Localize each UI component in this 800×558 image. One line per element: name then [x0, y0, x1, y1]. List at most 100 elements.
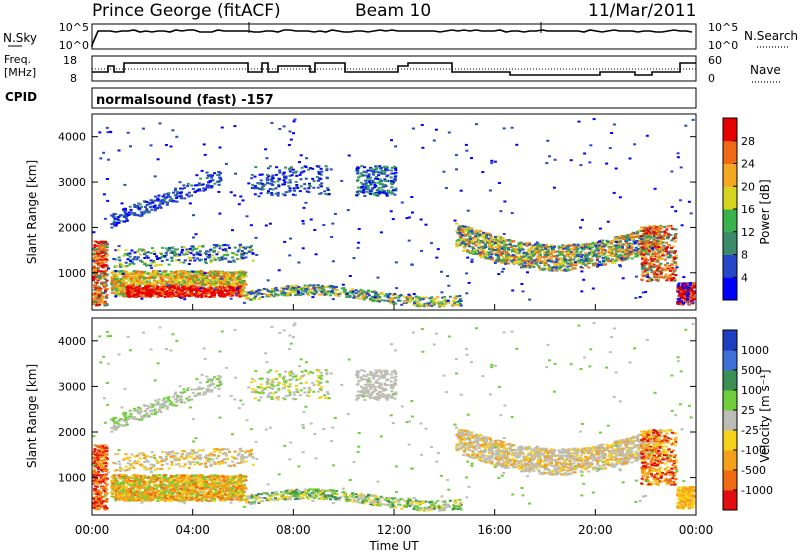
echo-point: [415, 298, 418, 300]
echo-point: [491, 249, 494, 251]
echo-point: [326, 177, 329, 179]
echo-point: [367, 188, 370, 190]
echo-point: [128, 295, 131, 297]
echo-point: [174, 281, 177, 283]
echo-point: [550, 258, 553, 260]
echo-point: [271, 288, 274, 290]
echo-point: [628, 239, 631, 241]
echo-point: [668, 245, 671, 247]
echo-point: [498, 259, 501, 261]
echo-point: [219, 295, 222, 297]
echo-point: [94, 269, 97, 271]
echo-point: [321, 291, 324, 293]
echo-point: [218, 177, 221, 179]
echo-point: [145, 277, 148, 279]
echo-point: [535, 262, 538, 264]
echo-point: [371, 188, 374, 190]
echo-point: [92, 298, 95, 300]
echo-point: [299, 174, 302, 176]
echo-point: [553, 250, 556, 252]
echo-point: [601, 253, 604, 255]
echo-point: [518, 242, 521, 244]
echo-point: [139, 271, 142, 273]
echo-point: [187, 183, 190, 185]
echo-point: [490, 259, 493, 261]
echo-point: [120, 270, 123, 272]
echo-point: [635, 247, 638, 249]
station-title: Prince George (fitACF): [92, 1, 281, 21]
echo-point: [133, 212, 136, 214]
echo-point: [357, 298, 360, 300]
echo-point: [646, 243, 649, 245]
echo-point: [611, 262, 614, 264]
echo-point: [288, 168, 291, 170]
echo-point: [125, 249, 128, 251]
echo-point: [145, 293, 148, 295]
echo-point: [98, 304, 101, 306]
echo-point: [624, 251, 627, 253]
echo-point: [476, 233, 479, 235]
echo-point: [231, 252, 234, 254]
echo-point: [340, 292, 343, 294]
echo-point: [148, 292, 151, 294]
echo-point: [615, 254, 618, 256]
echo-point: [151, 285, 154, 287]
freq-right-tick-top: 60: [708, 54, 722, 67]
echo-point: [167, 194, 170, 196]
echo-point: [217, 257, 220, 259]
echo-point: [673, 280, 676, 282]
echo-point: [577, 244, 580, 246]
echo-point: [460, 305, 463, 307]
echo-point: [507, 247, 510, 249]
echo-point: [360, 165, 363, 167]
echo-point: [386, 296, 389, 298]
echo-point: [471, 247, 474, 249]
echo-point: [97, 294, 100, 296]
echo-point: [227, 244, 230, 246]
echo-point: [360, 186, 363, 188]
echo-point: [139, 277, 142, 279]
echo-point: [560, 263, 563, 265]
echo-point: [641, 268, 644, 270]
echo-point: [444, 303, 447, 305]
echo-point: [100, 283, 103, 285]
echo-point: [278, 170, 281, 172]
echo-point: [359, 175, 362, 177]
echo-point: [276, 289, 279, 291]
echo-point: [466, 239, 469, 241]
echo-point: [389, 293, 392, 295]
echo-point: [197, 271, 200, 273]
echo-point: [206, 186, 209, 188]
echo-point: [169, 287, 172, 289]
echo-point: [170, 252, 173, 254]
echo-point: [93, 276, 96, 278]
echo-point: [500, 239, 503, 241]
echo-point: [363, 295, 366, 297]
echo-point: [670, 247, 673, 249]
echo-point: [171, 260, 174, 262]
echo-point: [537, 257, 540, 259]
echo-point: [580, 266, 583, 268]
echo-point: [607, 241, 610, 243]
echo-point: [204, 288, 207, 290]
echo-point: [630, 253, 633, 255]
echo-point: [105, 296, 108, 298]
echo-point: [252, 253, 255, 255]
echo-point: [674, 235, 677, 237]
echo-point: [228, 247, 231, 249]
echo-point: [154, 209, 157, 211]
echo-point: [318, 288, 321, 290]
echo-point: [204, 284, 207, 286]
echo-point: [529, 254, 532, 256]
echo-point: [150, 209, 153, 211]
echo-point: [149, 277, 152, 279]
echo-point: [190, 252, 193, 254]
echo-point: [495, 260, 498, 262]
echo-point: [127, 290, 130, 292]
date-title: 11/Mar/2011: [588, 1, 696, 21]
echo-point: [466, 228, 469, 230]
echo-point: [132, 288, 135, 290]
echo-point: [131, 291, 134, 293]
echo-point: [342, 287, 345, 289]
echo-point: [659, 256, 662, 258]
